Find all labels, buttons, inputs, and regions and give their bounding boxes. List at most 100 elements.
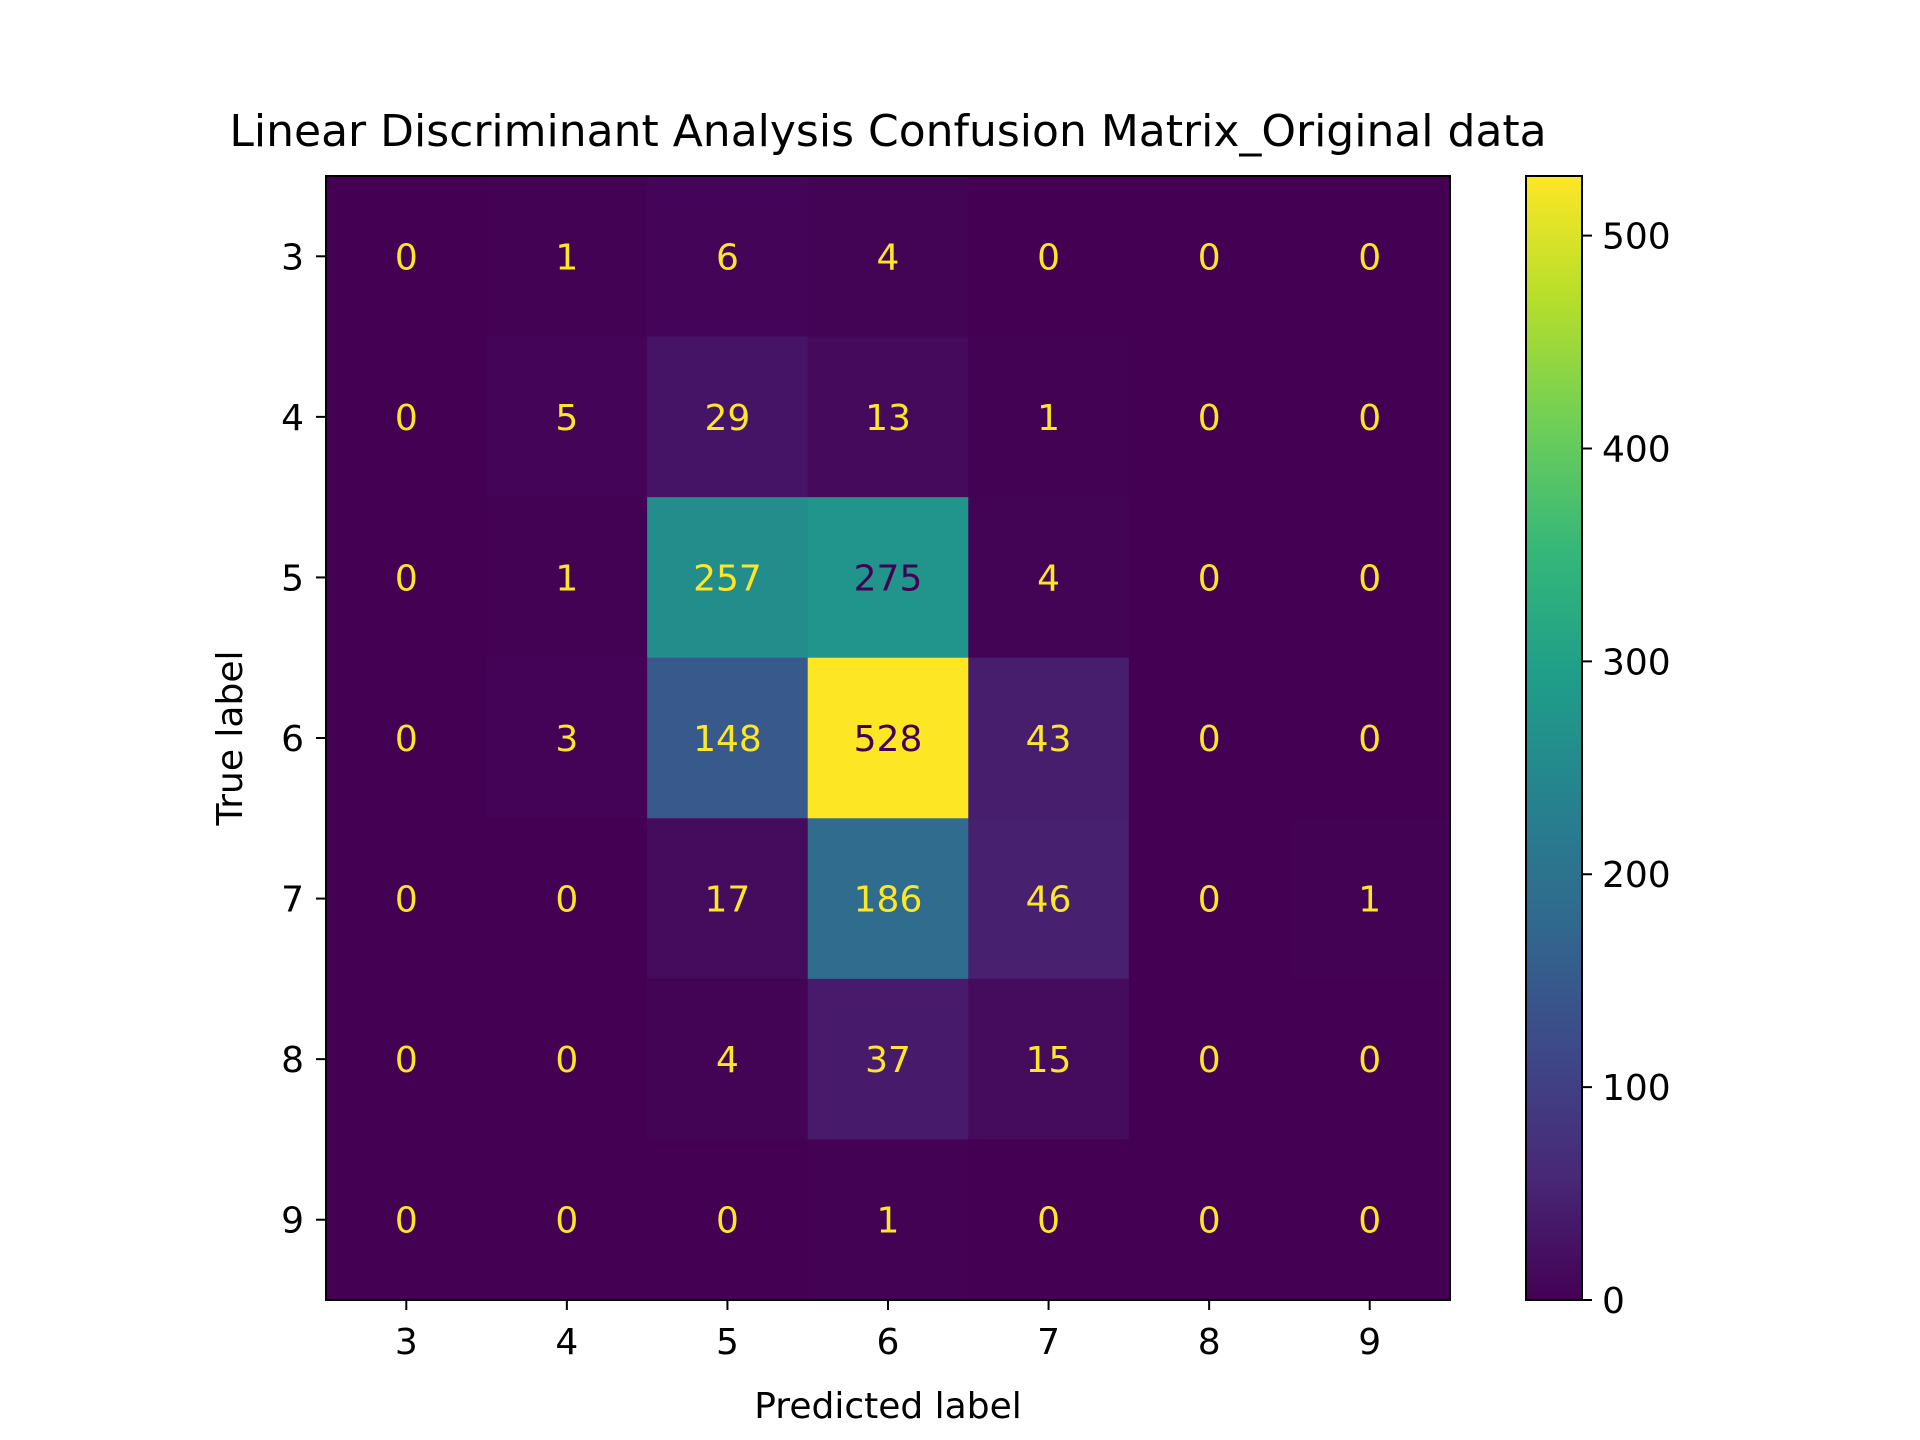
cell-value: 0: [1358, 1201, 1381, 1242]
heatmap-cell: [486, 336, 648, 498]
heatmap-cell: [968, 818, 1130, 980]
heatmap-cells: 0 1 6 4 0 0 0 0 5 29 13 1 0 0 0 1 257 275 4 0 0 0 3 148 528 43 0 0 0…: [326, 176, 1451, 1301]
y-tick-label: 9: [281, 1201, 304, 1242]
cell-value: 0: [1358, 398, 1381, 439]
y-tick-label: 5: [281, 558, 304, 599]
cell-value: 5: [555, 398, 578, 439]
heatmap-cell: [486, 818, 648, 980]
cell-value: 1: [555, 237, 578, 278]
cell-value: 37: [865, 1040, 911, 1081]
y-tick-label: 7: [281, 880, 304, 921]
cell-value: 13: [865, 398, 911, 439]
cell-value: 257: [693, 558, 762, 599]
heatmap-cell: [968, 1139, 1130, 1301]
cell-value: 0: [1198, 1201, 1221, 1242]
heatmap-cell: [647, 176, 809, 338]
x-axis-ticks: 3 4 5 6 7 8 9: [395, 1300, 1381, 1363]
cell-value: 0: [1198, 558, 1221, 599]
cell-value: 0: [555, 1040, 578, 1081]
heatmap-cell: [807, 818, 969, 980]
heatmap-cell: [486, 176, 648, 338]
cell-value: 148: [693, 719, 762, 760]
heatmap-cell: [326, 978, 488, 1140]
heatmap-cell: [968, 497, 1130, 659]
x-axis-label: Predicted label: [754, 1386, 1022, 1427]
heatmap-cell: [486, 657, 648, 819]
heatmap-cell: [968, 657, 1130, 819]
cell-value: 0: [395, 237, 418, 278]
heatmap-cell: [647, 497, 809, 659]
heatmap-cell: [1128, 497, 1290, 659]
colorbar-tick-label: 200: [1602, 855, 1671, 896]
cell-value: 0: [1037, 237, 1060, 278]
heatmap-cell: [807, 336, 969, 498]
heatmap-cell: [326, 176, 488, 338]
cell-value: 0: [555, 880, 578, 921]
heatmap-cell: [486, 1139, 648, 1301]
x-tick-label: 9: [1358, 1322, 1381, 1363]
x-tick-label: 5: [716, 1322, 739, 1363]
cell-value: 0: [395, 719, 418, 760]
cell-value: 0: [1358, 719, 1381, 760]
heatmap-cell: [807, 497, 969, 659]
cell-value: 1: [1358, 880, 1381, 921]
heatmap-cell: [807, 1139, 969, 1301]
cell-value: 0: [1358, 237, 1381, 278]
heatmap-cell: [647, 1139, 809, 1301]
colorbar: [1525, 175, 1583, 1301]
heatmap-cell: [647, 978, 809, 1140]
heatmap-cell: [1289, 497, 1451, 659]
heatmap-cell: [1289, 336, 1451, 498]
colorbar-ticks: 0 100 200 300 400 500: [1582, 217, 1671, 1322]
x-tick-label: 6: [877, 1322, 900, 1363]
colorbar-tick-label: 400: [1602, 429, 1671, 470]
heatmap-cell: [326, 1139, 488, 1301]
cell-value: 46: [1026, 880, 1072, 921]
cell-value: 528: [854, 719, 923, 760]
heatmap-cell: [1289, 657, 1451, 819]
colorbar-tick-label: 500: [1602, 217, 1671, 258]
y-tick-label: 8: [281, 1040, 304, 1081]
x-tick-label: 8: [1198, 1322, 1221, 1363]
cell-value: 0: [395, 398, 418, 439]
y-axis-ticks: 3 4 5 6 7 8 9: [281, 237, 326, 1242]
heatmap-cell: [647, 336, 809, 498]
cell-value: 1: [555, 558, 578, 599]
cell-value: 15: [1026, 1040, 1072, 1081]
cell-value: 1: [1037, 398, 1060, 439]
cell-value: 4: [1037, 558, 1060, 599]
cell-value: 0: [716, 1201, 739, 1242]
heatmap-cell: [326, 336, 488, 498]
cell-value: 0: [395, 1201, 418, 1242]
y-axis-label: True label: [210, 651, 251, 827]
heatmap-cell: [1128, 657, 1290, 819]
heatmap-cell: [326, 657, 488, 819]
heatmap-cell: [1128, 818, 1290, 980]
cell-value: 6: [716, 237, 739, 278]
cell-value: 0: [1198, 1040, 1221, 1081]
cell-value: 1: [877, 1201, 900, 1242]
cell-value: 0: [1198, 237, 1221, 278]
heatmap-cell: [1128, 176, 1290, 338]
cell-value: 0: [1358, 1040, 1381, 1081]
heatmap-cell: [1128, 978, 1290, 1140]
heatmap-cell: [1289, 818, 1451, 980]
y-tick-label: 6: [281, 719, 304, 760]
heatmap-cell: [1289, 1139, 1451, 1301]
heatmap-cell: [486, 497, 648, 659]
heatmap-cell: [968, 176, 1130, 338]
x-tick-label: 3: [395, 1322, 418, 1363]
chart-title: Linear Discriminant Analysis Confusion M…: [229, 106, 1546, 157]
heatmap-cell: [807, 978, 969, 1140]
heatmap-cell: [326, 818, 488, 980]
colorbar-tick-label: 300: [1602, 642, 1671, 683]
heatmap-cell: [647, 657, 809, 819]
cell-value: 0: [555, 1201, 578, 1242]
heatmap-cell: [326, 497, 488, 659]
cell-value: 0: [1037, 1201, 1060, 1242]
cell-value: 4: [716, 1040, 739, 1081]
cell-value: 29: [705, 398, 751, 439]
cell-value: 0: [1358, 558, 1381, 599]
heatmap-cell: [968, 978, 1130, 1140]
x-tick-label: 7: [1037, 1322, 1060, 1363]
